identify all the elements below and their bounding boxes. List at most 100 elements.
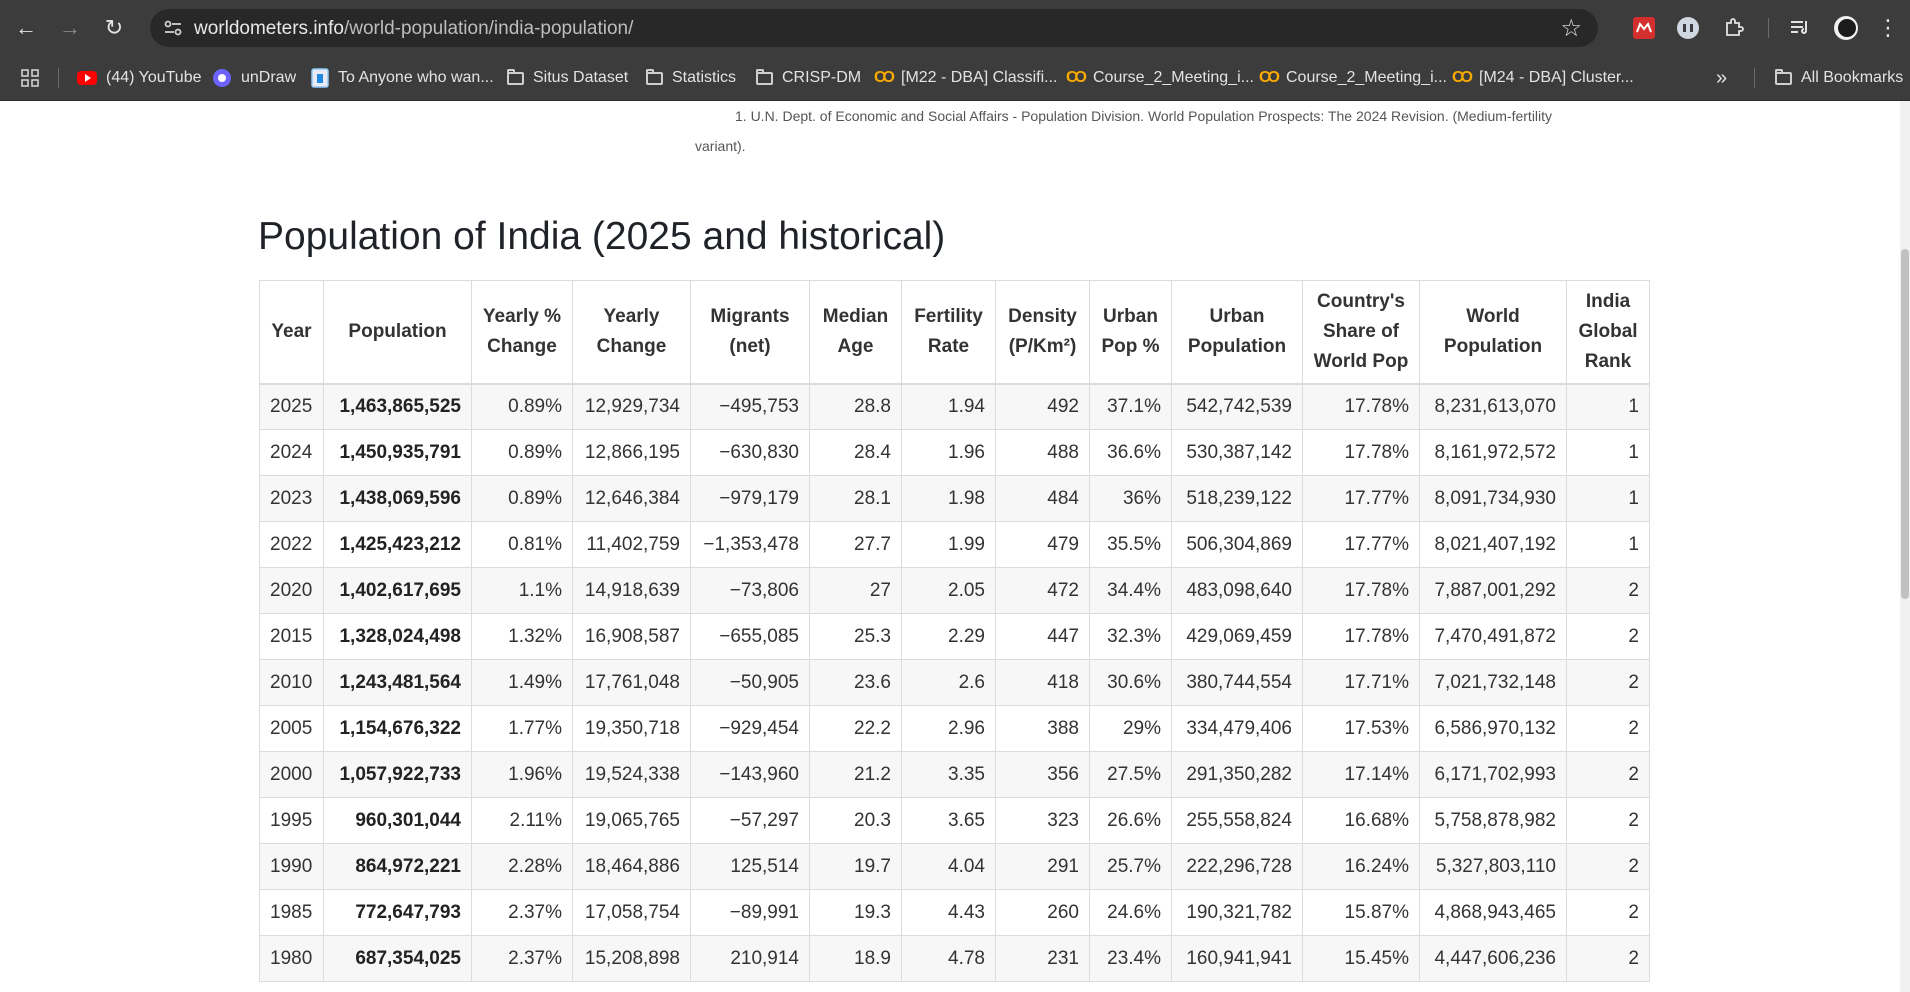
header-population[interactable]: Population <box>323 280 472 385</box>
site-info-icon[interactable] <box>162 17 184 39</box>
header-fertility-rate[interactable]: Fertility Rate <box>901 280 996 385</box>
bookmark-m24-cluster[interactable]: CO [M24 - DBA] Cluster... <box>1452 56 1634 100</box>
menu-kebab-icon[interactable]: ⋮ <box>1877 15 1899 40</box>
folder-icon <box>507 68 524 85</box>
cell-urban-population: 518,239,122 <box>1171 475 1303 522</box>
bookmark-to-anyone[interactable]: To Anyone who wan... <box>311 56 494 100</box>
cell-migrants-net: −89,991 <box>690 889 810 936</box>
table-row: 1985 772,647,793 2.37% 17,058,754 −89,991 19.… <box>259 889 1650 936</box>
header-migrants-net[interactable]: Migrants (net) <box>690 280 810 385</box>
header-line: Fertility <box>914 305 983 327</box>
bookmark-undraw[interactable]: unDraw <box>212 56 296 100</box>
all-bookmarks-button[interactable]: All Bookmarks <box>1775 56 1903 100</box>
page-scrollbar[interactable] <box>1900 101 1910 992</box>
bookmark-course-2-meeting-a[interactable]: CO Course_2_Meeting_i... <box>1066 56 1254 100</box>
cell-population: 1,438,069,596 <box>323 475 472 522</box>
header-india-global-rank[interactable]: India Global Rank <box>1566 280 1650 385</box>
table-row: 2010 1,243,481,564 1.49% 17,761,048 −50,905 2… <box>259 659 1650 706</box>
header-median-age[interactable]: Median Age <box>809 280 902 385</box>
header-line: Population <box>1187 335 1287 357</box>
header-urban-pop-pct[interactable]: Urban Pop % <box>1089 280 1172 385</box>
bookmarks-bar: (44) YouTube unDraw To Anyone who wan...… <box>0 56 1910 101</box>
header-density[interactable]: Density (P/Km²) <box>995 280 1090 385</box>
bookmark-statistics[interactable]: Statistics <box>646 56 736 100</box>
header-yearly-pct-change[interactable]: Yearly % Change <box>471 280 573 385</box>
page-title: Population of India (2025 and historical… <box>258 215 946 258</box>
cell-world-population: 8,231,613,070 <box>1419 383 1567 430</box>
cell-urban-population: 542,742,539 <box>1171 383 1303 430</box>
cell-urban-pop-pct: 27.5% <box>1089 751 1172 798</box>
cell-country-share: 17.78% <box>1302 567 1420 614</box>
cell-yearly-change: 19,524,338 <box>572 751 691 798</box>
bookmark-label: Statistics <box>672 69 737 86</box>
header-yearly-change[interactable]: Yearly Change <box>572 280 691 385</box>
bookmark-crisp-dm[interactable]: CRISP-DM <box>756 56 861 100</box>
table-body: 2025 1,463,865,525 0.89% 12,929,734 −495,753… <box>259 383 1650 982</box>
cell-country-share: 16.68% <box>1302 797 1420 844</box>
mendeley-extension-icon[interactable] <box>1630 14 1658 42</box>
cell-migrants-net: −929,454 <box>690 705 810 752</box>
cell-median-age: 18.9 <box>809 935 902 982</box>
cell-year: 2022 <box>259 521 324 568</box>
cell-india-global-rank: 2 <box>1566 797 1650 844</box>
table-row: 2025 1,463,865,525 0.89% 12,929,734 −495,753… <box>259 383 1650 430</box>
bookmark-label: unDraw <box>241 69 297 86</box>
cell-urban-pop-pct: 23.4% <box>1089 935 1172 982</box>
header-world-population[interactable]: World Population <box>1419 280 1567 385</box>
table-row: 2015 1,328,024,498 1.32% 16,908,587 −655,085… <box>259 613 1650 660</box>
bookmark-situs-dataset[interactable]: Situs Dataset <box>507 56 628 100</box>
forward-arrow-icon[interactable]: → <box>59 15 81 40</box>
cell-migrants-net: −1,353,478 <box>690 521 810 568</box>
cell-fertility-rate: 2.05 <box>901 567 996 614</box>
cell-india-global-rank: 2 <box>1566 843 1650 890</box>
cell-median-age: 28.4 <box>809 429 902 476</box>
cell-median-age: 28.8 <box>809 383 902 430</box>
header-urban-population[interactable]: Urban Population <box>1171 280 1303 385</box>
cell-density: 291 <box>995 843 1090 890</box>
address-bar[interactable]: worldometers.info/world-population/india… <box>150 9 1598 47</box>
reading-list-icon[interactable] <box>1786 14 1814 42</box>
cell-urban-population: 506,304,869 <box>1171 521 1303 568</box>
back-arrow-icon[interactable]: ← <box>15 15 37 40</box>
cell-urban-population: 380,744,554 <box>1171 659 1303 706</box>
cell-yearly-change: 18,464,886 <box>572 843 691 890</box>
scrollbar-thumb[interactable] <box>1901 249 1909 599</box>
cell-urban-pop-pct: 35.5% <box>1089 521 1172 568</box>
cell-fertility-rate: 3.35 <box>901 751 996 798</box>
cell-india-global-rank: 2 <box>1566 613 1650 660</box>
cell-fertility-rate: 4.78 <box>901 935 996 982</box>
cell-urban-population: 160,941,941 <box>1171 935 1303 982</box>
profile-extension-icon[interactable] <box>1674 14 1702 42</box>
bookmark-m22-classifi[interactable]: CO [M22 - DBA] Classifi... <box>874 56 1057 100</box>
bookmark-label: (44) YouTube <box>106 69 202 86</box>
cell-yearly-pct-change: 1.96% <box>471 751 573 798</box>
cell-yearly-pct-change: 1.77% <box>471 705 573 752</box>
url-host: worldometers.info <box>194 18 344 39</box>
cell-density: 231 <box>995 935 1090 982</box>
cell-fertility-rate: 1.96 <box>901 429 996 476</box>
cell-world-population: 6,586,970,132 <box>1419 705 1567 752</box>
table-row: 2022 1,425,423,212 0.81% 11,402,759 −1,353,4… <box>259 521 1650 568</box>
bookmark-course-2-meeting-b[interactable]: CO Course_2_Meeting_i... <box>1259 56 1447 100</box>
cell-density: 447 <box>995 613 1090 660</box>
colab-icon: CO <box>874 69 895 86</box>
cell-yearly-change: 11,402,759 <box>572 521 691 568</box>
url-text[interactable]: worldometers.info/world-population/india… <box>194 18 633 40</box>
bookmarks-overflow-button[interactable]: » <box>1716 56 1727 100</box>
bookmark-youtube[interactable]: (44) YouTube <box>77 56 201 100</box>
cell-yearly-change: 17,761,048 <box>572 659 691 706</box>
extensions-puzzle-icon[interactable] <box>1720 14 1748 42</box>
table-row: 1980 687,354,025 2.37% 15,208,898 210,914 18.… <box>259 935 1650 982</box>
bookmark-star-icon[interactable]: ☆ <box>1560 15 1582 42</box>
apps-grid-icon[interactable] <box>20 56 40 100</box>
folder-icon <box>646 68 663 85</box>
header-country-share[interactable]: Country's Share of World Pop <box>1302 280 1420 385</box>
cell-median-age: 23.6 <box>809 659 902 706</box>
user-avatar-icon[interactable] <box>1832 14 1860 42</box>
header-line: Rate <box>927 335 970 357</box>
cell-world-population: 7,470,491,872 <box>1419 613 1567 660</box>
reload-icon[interactable]: ↻ <box>104 15 124 40</box>
cell-yearly-pct-change: 2.37% <box>471 935 573 982</box>
bookmarks-separator <box>58 68 59 88</box>
header-year[interactable]: Year <box>259 280 324 385</box>
